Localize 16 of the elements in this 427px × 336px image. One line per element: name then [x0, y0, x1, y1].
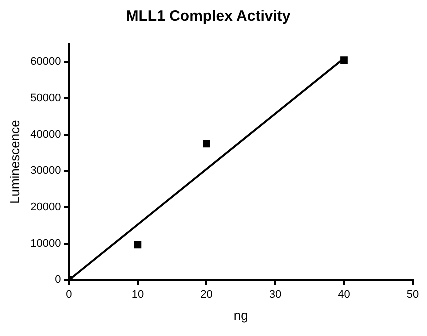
y-tick-label: 50000: [30, 92, 62, 105]
y-tick-label: 60000: [30, 56, 62, 68]
y-tick-label: 0: [55, 274, 62, 286]
y-tick-label: 10000: [30, 238, 62, 250]
y-tick-label: 20000: [30, 202, 62, 214]
y-axis-title: Luminescence: [7, 120, 22, 204]
y-tick-label: 40000: [30, 128, 62, 141]
x-tick-label: 30: [269, 288, 282, 301]
y-tick-label: 30000: [30, 165, 62, 178]
x-tick-label: 40: [338, 288, 350, 301]
x-axis-title: ng: [234, 308, 248, 323]
x-tick-label: 0: [66, 288, 72, 301]
x-tick-label: 50: [406, 288, 420, 301]
chart-title: MLL1 Complex Activity: [126, 8, 292, 26]
x-tick-label: 10: [132, 288, 144, 301]
x-tick-label: 20: [200, 288, 213, 301]
